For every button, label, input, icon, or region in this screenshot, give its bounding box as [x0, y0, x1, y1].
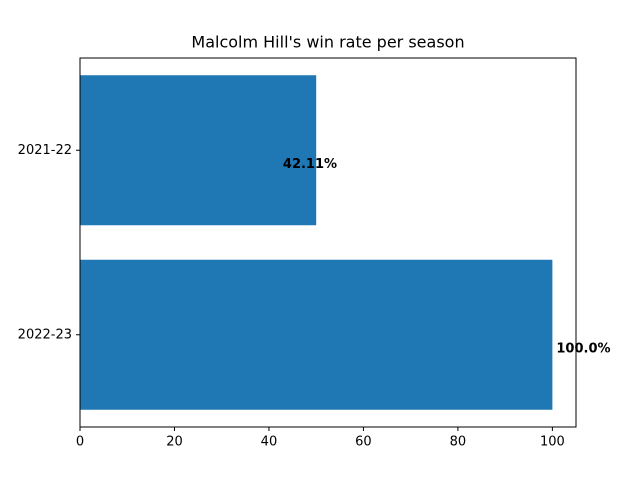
bar — [80, 259, 553, 410]
plot-frame — [79, 57, 577, 428]
y-tick-label: 2021-22 — [18, 143, 72, 158]
annotation: 42.11% — [283, 157, 337, 172]
x-tick-label: 100 — [540, 435, 565, 450]
chart-title: Malcolm Hill's win rate per season — [191, 33, 464, 52]
x-tick-label: 0 — [76, 435, 84, 450]
annotation: 100.0% — [556, 341, 610, 356]
y-tick-label: 2022-23 — [18, 327, 72, 342]
x-tick-label: 80 — [450, 435, 467, 450]
x-tick-label: 40 — [261, 435, 278, 450]
bar — [80, 75, 317, 226]
x-tick-label: 20 — [166, 435, 183, 450]
x-tick-label: 60 — [355, 435, 372, 450]
